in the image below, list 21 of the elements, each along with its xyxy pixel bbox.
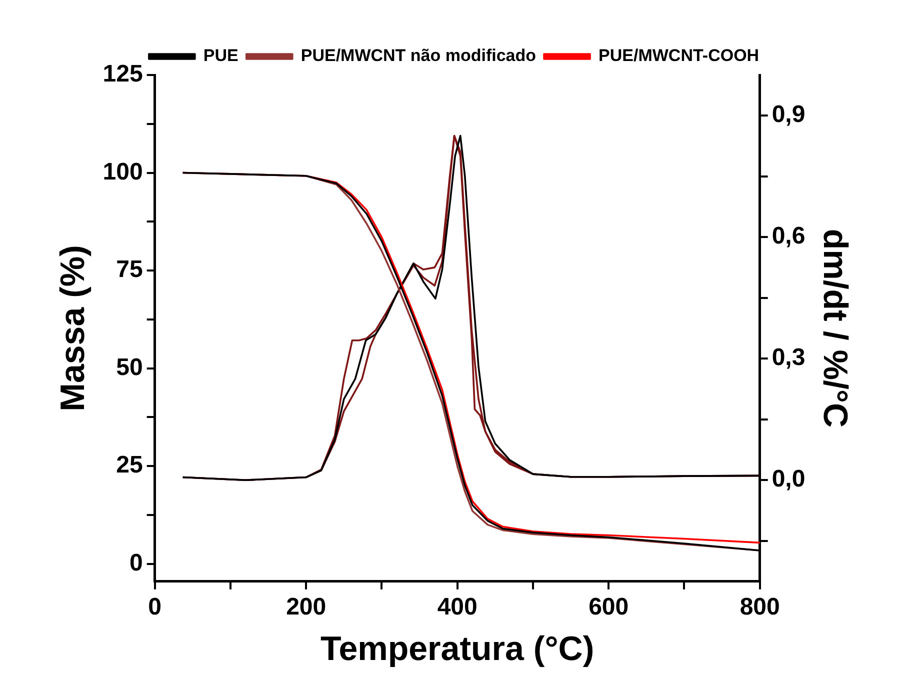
y-tick-label: 125 bbox=[102, 60, 143, 88]
legend-label: PUE bbox=[203, 46, 238, 66]
legend-label: PUE/MWCNT não modificado bbox=[300, 46, 536, 66]
x-tick-label: 800 bbox=[740, 593, 780, 620]
x-axis-title: Temperatura (°C) bbox=[320, 630, 594, 668]
y-tick-label: 25 bbox=[116, 452, 143, 479]
y-tick-label: 75 bbox=[116, 256, 143, 284]
legend-label: PUE/MWCNT-COOH bbox=[598, 46, 760, 66]
y2-tick-label: 0,0 bbox=[772, 466, 806, 493]
x-tick-label: 600 bbox=[588, 593, 629, 620]
y2-tick-label: 0,9 bbox=[772, 101, 806, 128]
y-axis-title: Massa (%) bbox=[54, 245, 92, 412]
x-tick-label: 0 bbox=[148, 593, 162, 620]
y-tick-label: 100 bbox=[102, 158, 143, 186]
x-tick-label: 400 bbox=[437, 593, 478, 620]
y2-axis-title: dm/dt / %/°C bbox=[816, 228, 854, 428]
y2-tick-label: 0,3 bbox=[772, 344, 806, 372]
y-tick-label: 50 bbox=[116, 354, 143, 381]
y-tick-label: 0 bbox=[129, 549, 143, 576]
x-tick-label: 200 bbox=[286, 593, 326, 620]
y2-tick-label: 0,6 bbox=[772, 222, 806, 250]
